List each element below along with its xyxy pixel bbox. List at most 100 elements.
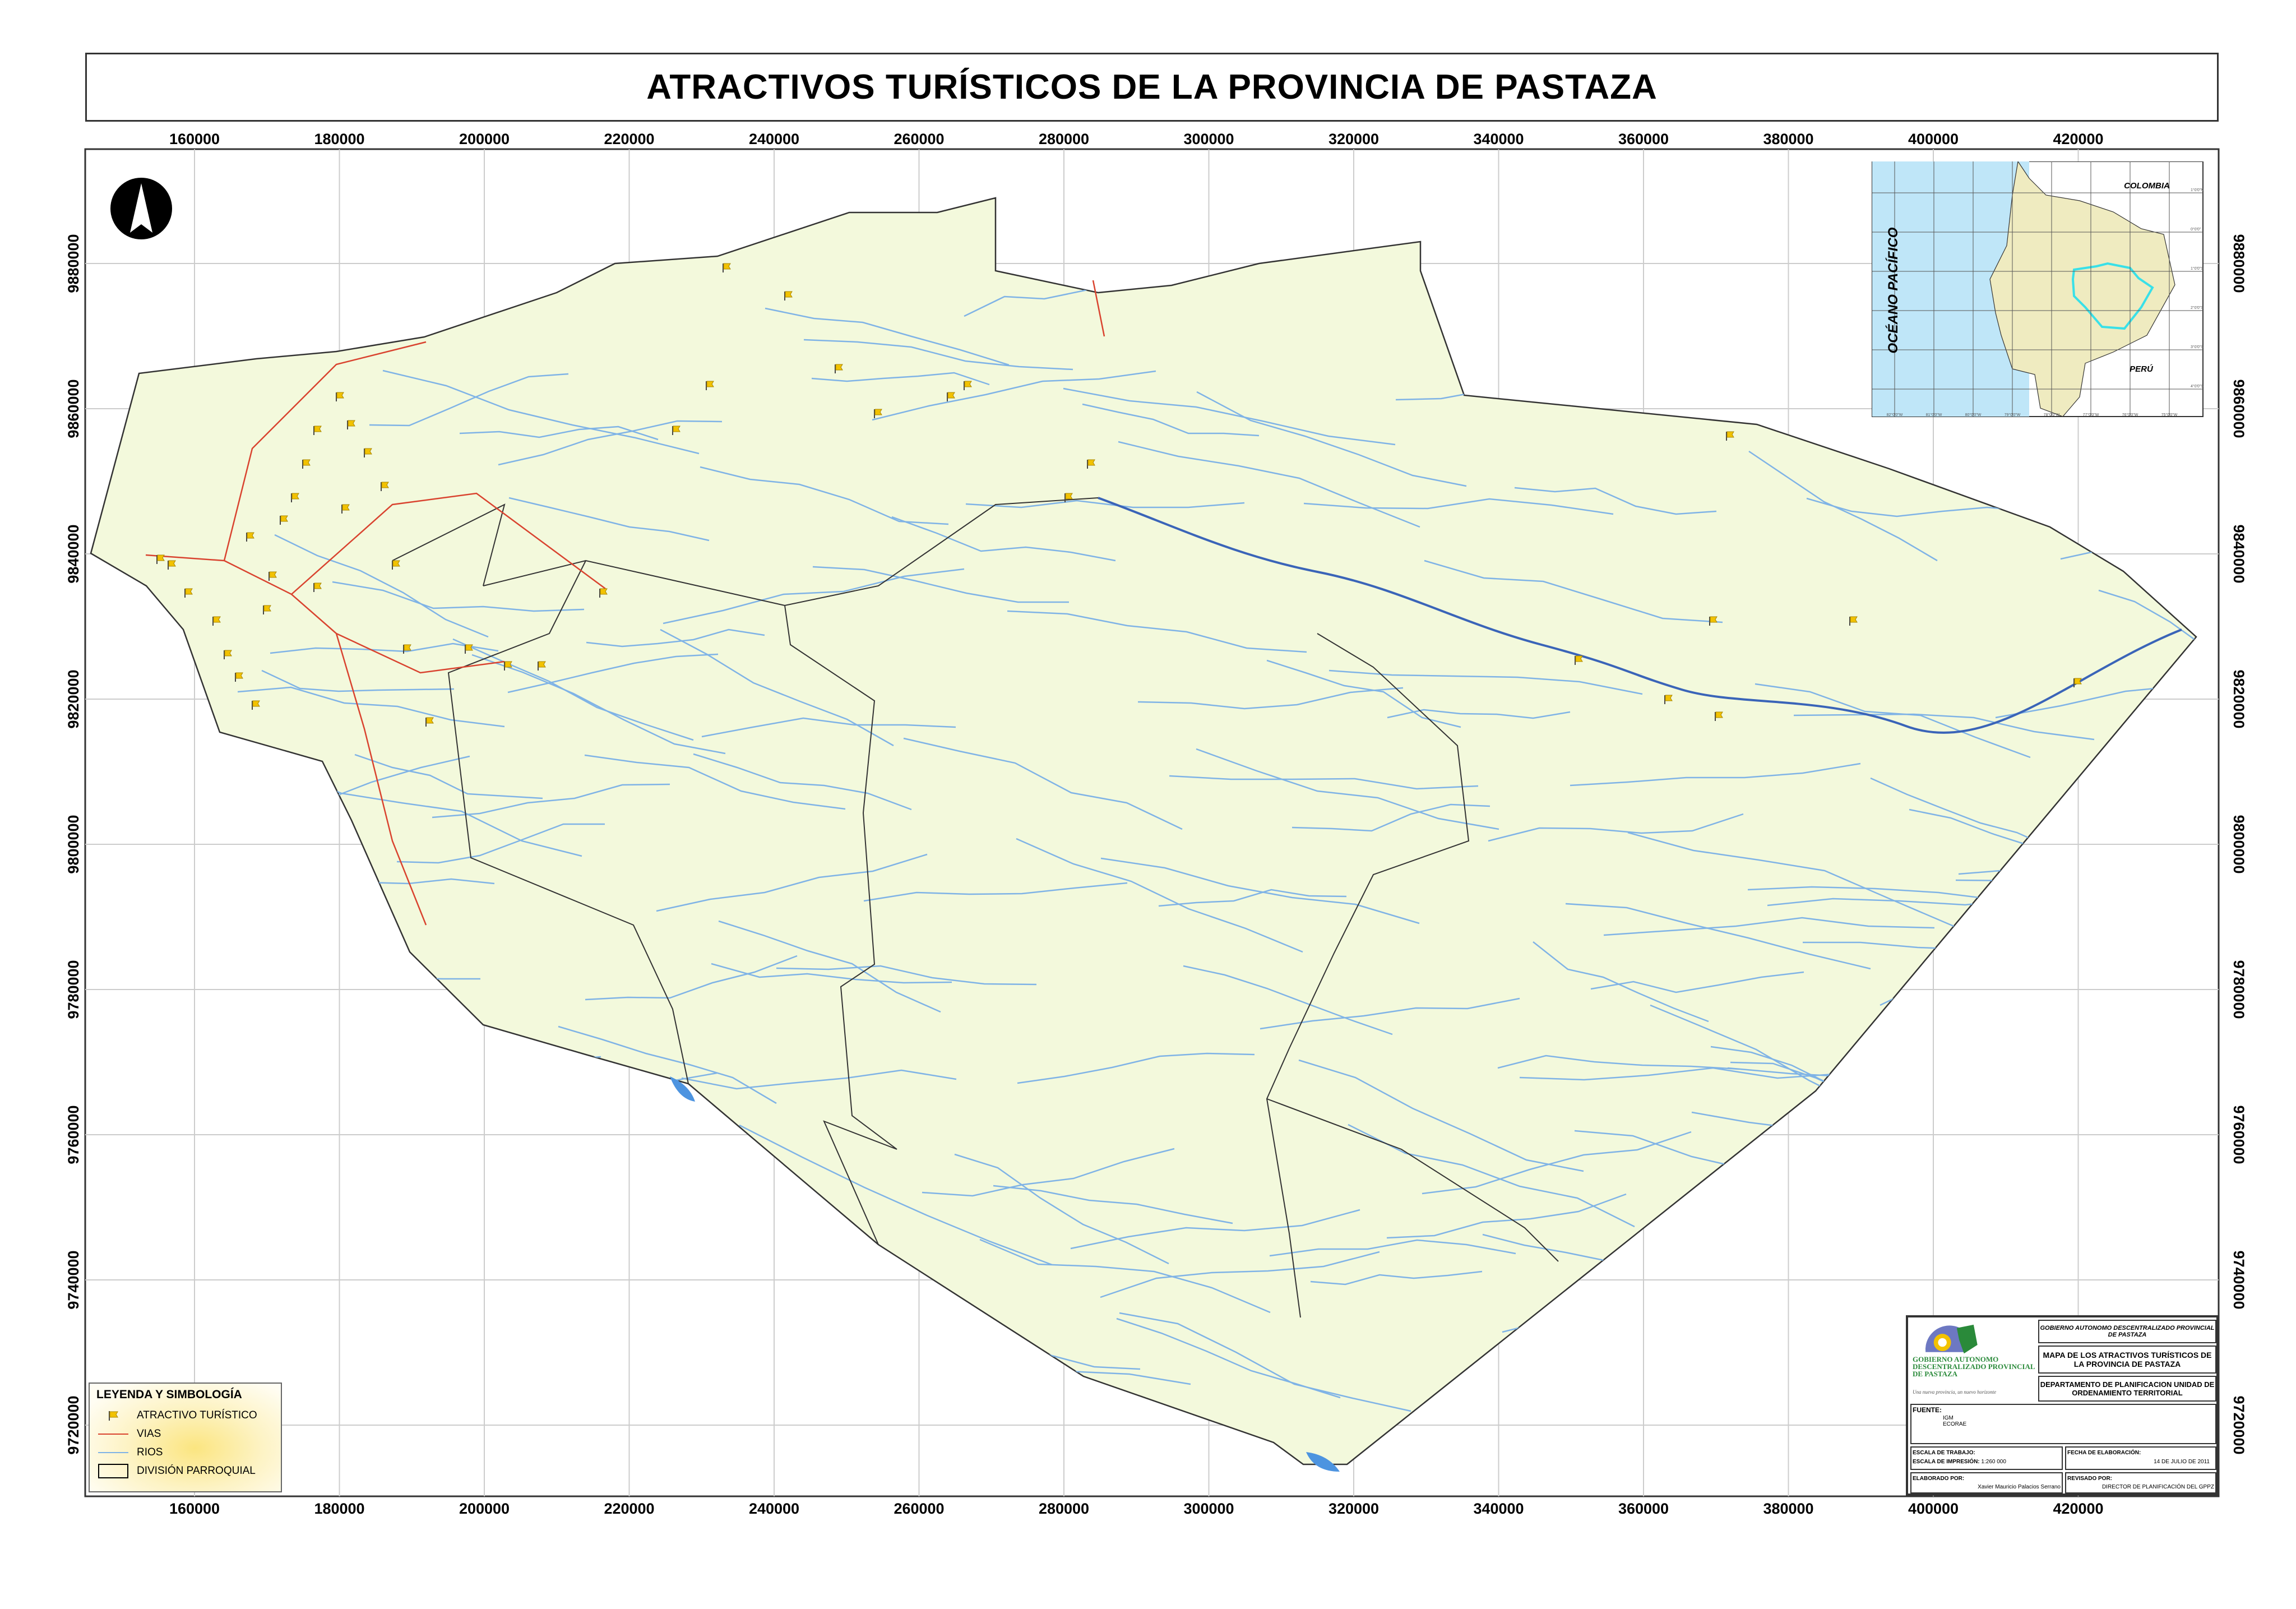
flag-icon[interactable] (341, 504, 350, 514)
river (700, 466, 949, 525)
flag-icon[interactable] (168, 560, 176, 570)
flag-icon[interactable] (465, 644, 473, 654)
y-tick-label: 9780000 (2230, 960, 2247, 1019)
flag-icon[interactable] (1726, 431, 1734, 441)
north-arrow (110, 178, 172, 239)
river (1100, 1251, 1380, 1298)
flag-icon[interactable] (2073, 678, 2082, 687)
y-tick-label: 9720000 (65, 1395, 82, 1454)
river (979, 1238, 1271, 1314)
flag-icon[interactable] (364, 448, 372, 457)
river (498, 420, 723, 466)
flag-icon[interactable] (235, 672, 243, 682)
river (1386, 1193, 1627, 1239)
source-item: ECORAE (1943, 1421, 1967, 1427)
inset-lon-tick: 79°0'0"W (2005, 413, 2021, 417)
y-tick-label: 9800000 (2230, 815, 2247, 873)
flag-icon[interactable] (313, 582, 322, 592)
legend-item-rivers: RIOS (96, 1443, 274, 1462)
river (1488, 813, 1744, 842)
map-title: ATRACTIVOS TURÍSTICOS DE LA PROVINCIA DE… (646, 68, 1658, 107)
tourist-attractions-layer (156, 263, 2082, 727)
river (1007, 610, 1307, 653)
river (369, 373, 569, 427)
river (903, 737, 1183, 830)
inset-lat-tick: 3°0'0"S (2191, 345, 2204, 349)
river (452, 638, 694, 741)
inset-colombia-label: COLOMBIA (2124, 181, 2170, 191)
logo-icon (1925, 1324, 1978, 1354)
x-tick-label: 380000 (1763, 1500, 1813, 1517)
x-tick-label: 200000 (459, 131, 510, 147)
river (1303, 498, 1614, 515)
flag-icon[interactable] (1064, 493, 1073, 502)
flag-icon[interactable] (1849, 616, 1858, 626)
river (993, 1185, 1233, 1224)
flag-icon[interactable] (784, 291, 793, 300)
x-tick-label: 240000 (749, 131, 799, 147)
flag-icon[interactable] (291, 493, 299, 502)
source-box: FUENTE: IGM ECORAE (1910, 1404, 2216, 1444)
flag-icon[interactable] (212, 616, 221, 626)
river (558, 1025, 777, 1104)
flag-icon[interactable] (1709, 616, 1718, 626)
river (1119, 1312, 1411, 1412)
river (1116, 1317, 1341, 1399)
x-tick-label: 320000 (1328, 131, 1379, 147)
flag-icon[interactable] (280, 515, 288, 525)
flag-icon[interactable] (263, 605, 271, 614)
river (1269, 1239, 1516, 1257)
river (863, 882, 1128, 902)
map-title-box: ATRACTIVOS TURÍSTICOS DE LA PROVINCIA DE… (85, 53, 2219, 122)
flag-icon[interactable] (1087, 459, 1095, 469)
flag-icon[interactable] (302, 459, 311, 469)
inset-lat-tick: 1°0'0"S (2191, 266, 2204, 271)
flag-icon[interactable] (403, 644, 411, 654)
y-tick-label: 9840000 (2230, 524, 2247, 583)
inset-lat-tick: 2°0'0"S (2191, 306, 2204, 310)
flag-icon[interactable] (336, 392, 344, 401)
river (1387, 709, 1571, 719)
flag-icon[interactable] (313, 426, 322, 435)
flag-icon[interactable] (347, 420, 355, 429)
flag-icon[interactable] (706, 381, 714, 390)
flag-icon[interactable] (538, 661, 546, 671)
river (1514, 487, 1717, 515)
x-tick-label: 300000 (1183, 1500, 1234, 1517)
river (776, 965, 1037, 986)
x-tick-label: 160000 (169, 131, 220, 147)
x-tick-label: 420000 (2053, 131, 2103, 147)
flag-icon[interactable] (1664, 695, 1673, 704)
flag-icon[interactable] (269, 571, 277, 581)
river (584, 754, 846, 810)
inset-lon-tick: 81°0'0"W (1926, 413, 1942, 417)
inset-lon-tick: 80°0'0"W (1965, 413, 1982, 417)
river (585, 955, 798, 1001)
flag-icon[interactable] (184, 588, 193, 598)
river (718, 920, 941, 1013)
y-tick-label: 9780000 (65, 960, 82, 1019)
flag-icon[interactable] (835, 364, 843, 373)
flag-icon[interactable] (723, 263, 731, 272)
flag-icon[interactable] (246, 532, 254, 542)
flag-icon[interactable] (252, 700, 260, 710)
flag-icon[interactable] (599, 588, 608, 598)
flag-icon[interactable] (425, 717, 434, 727)
flag-icon[interactable] (504, 661, 512, 671)
flag-icon[interactable] (1715, 711, 1723, 721)
flag-icon[interactable] (224, 650, 232, 659)
flag-icon[interactable] (1575, 655, 1583, 665)
revisado-value: DIRECTOR DE PLANIFICACIÓN DEL GPPZ (2101, 1484, 2214, 1490)
flag-icon[interactable] (672, 426, 681, 435)
flag-icon[interactable] (392, 560, 400, 570)
flag-icon[interactable] (947, 392, 955, 401)
org-name: GOBIERNO AUTONOMO DESCENTRALIZADO PROVIN… (2038, 1320, 2216, 1343)
flag-icon[interactable] (874, 409, 882, 418)
x-tick-label: 380000 (1763, 131, 1813, 147)
flag-icon[interactable] (964, 381, 972, 390)
flag-icon[interactable] (381, 482, 389, 491)
inset-lon-tick: 82°0'0"W (1887, 413, 1903, 417)
flag-icon (96, 1410, 130, 1421)
flag-icon[interactable] (156, 554, 165, 564)
